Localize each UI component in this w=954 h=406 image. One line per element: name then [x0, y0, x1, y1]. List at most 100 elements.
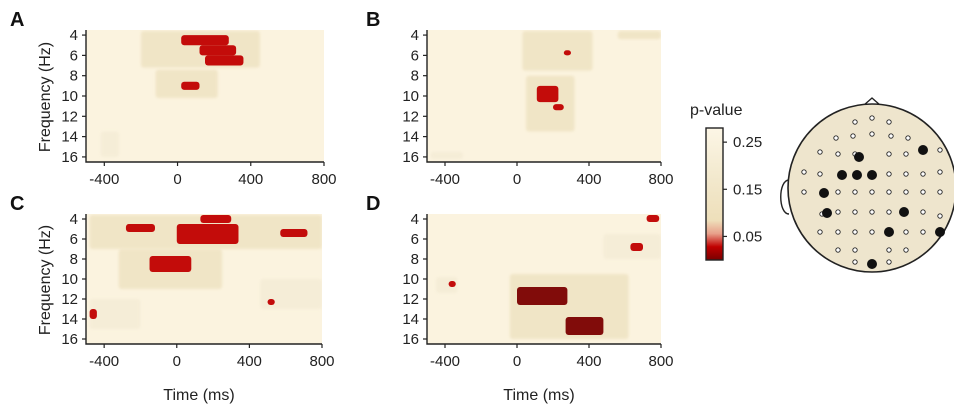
electrode-small [869, 115, 875, 121]
colorbar-tick-label: 0.25 [733, 134, 762, 151]
y-tick-label: 16 [61, 149, 78, 166]
panel-d: 4 6 8 10 12 14 16 -400 0 400 800 [402, 211, 673, 370]
electrode-small [835, 247, 841, 253]
x-tick-label: -400 [430, 171, 460, 188]
electrode-small [835, 151, 841, 157]
y-tick-label: 4 [70, 27, 78, 44]
heatmap-cell [267, 299, 275, 305]
colorbar-tick-label: 0.15 [733, 181, 762, 198]
electrode-small [852, 119, 858, 125]
y-tick-label: 16 [402, 331, 419, 348]
heatmap-cell [149, 256, 192, 272]
electrode-small [886, 151, 892, 157]
electrode-small [905, 135, 911, 141]
axis-lines [426, 30, 661, 163]
electrode-small [852, 189, 858, 195]
heatmap-cell [176, 224, 239, 244]
electrode-small [937, 169, 943, 175]
axis-lines [85, 30, 324, 163]
heatmap-cell [200, 215, 232, 223]
x-tick-label: 0 [513, 353, 521, 370]
electrode-small [869, 209, 875, 215]
electrode-small [835, 189, 841, 195]
heatmap-cell [181, 35, 229, 46]
electrode-small [903, 171, 909, 177]
y-tick-label: 8 [70, 68, 78, 85]
electrode-small [852, 259, 858, 265]
y-tick-label: 6 [70, 231, 78, 248]
electrode-significant [884, 227, 894, 237]
electrode-small [886, 171, 892, 177]
heatmap-cell [125, 224, 155, 232]
y-tick-label: 6 [411, 231, 419, 248]
heatmap-cell [517, 287, 568, 305]
y-tick-label: 10 [61, 271, 78, 288]
electrode-significant [867, 170, 877, 180]
head-map [780, 97, 954, 273]
electrode-small [869, 131, 875, 137]
heatmap-cell [280, 229, 308, 237]
electrode-small [937, 213, 943, 219]
electrode-small [920, 209, 926, 215]
heatmap-cell [565, 317, 604, 335]
heatmap-cell [199, 45, 237, 56]
x-tick-label: 800 [648, 353, 673, 370]
head-outline [787, 103, 954, 273]
panel-a: 4 6 8 10 12 14 16 -400 0 400 800 [61, 27, 336, 188]
axis-lines [85, 214, 322, 345]
y-axis-label-top: Frequency (Hz) [37, 42, 54, 152]
y-tick-label: 12 [402, 291, 419, 308]
x-tick-label: 400 [237, 353, 262, 370]
heatmap-cell [205, 55, 244, 66]
y-tick-label: 14 [402, 129, 419, 146]
electrode-small [903, 151, 909, 157]
electrode-small [852, 247, 858, 253]
y-tick-label: 8 [411, 68, 419, 85]
y-tick-label: 14 [61, 311, 78, 328]
x-tick-label: -400 [89, 171, 119, 188]
x-tick-label: 400 [576, 171, 601, 188]
electrode-small [886, 189, 892, 195]
y-tick-label: 12 [61, 108, 78, 125]
electrode-small [903, 189, 909, 195]
y-tick-label: 4 [411, 211, 419, 228]
y-tick-label: 4 [70, 211, 78, 228]
axis-lines [426, 214, 661, 345]
y-tick-label: 16 [402, 149, 419, 166]
electrode-small [833, 135, 839, 141]
electrode-small [835, 229, 841, 235]
heatmap-cell [563, 50, 571, 56]
electrode-small [937, 189, 943, 195]
x-tick-label: 400 [238, 171, 263, 188]
electrode-small [937, 147, 943, 153]
colorbar: p-value 0.25 0.15 0.05 [690, 102, 762, 261]
panel-letter-d: D [366, 193, 380, 215]
panel-letter-a: A [10, 9, 24, 31]
electrode-small [869, 189, 875, 195]
heatmap-cell [89, 309, 97, 319]
y-tick-label: 14 [61, 129, 78, 146]
x-tick-label: -400 [430, 353, 460, 370]
y-tick-label: 10 [61, 88, 78, 105]
electrode-small [835, 209, 841, 215]
electrode-significant [852, 170, 862, 180]
y-tick-label: 14 [402, 311, 419, 328]
x-tick-label: 400 [576, 353, 601, 370]
heatmap-cell [181, 81, 200, 90]
heatmap-cell [553, 104, 564, 111]
heatmap-cell [522, 31, 593, 71]
electrode-small [920, 229, 926, 235]
heatmap-cell [646, 215, 660, 222]
y-axis-label-bottom: Frequency (Hz) [37, 225, 54, 335]
electrode-small [869, 229, 875, 235]
electrode-significant [935, 227, 945, 237]
electrode-small [903, 229, 909, 235]
electrode-small [817, 149, 823, 155]
electrode-small [886, 119, 892, 125]
colorbar-tick-label: 0.05 [733, 228, 762, 245]
electrode-significant [822, 208, 832, 218]
x-tick-label: 800 [311, 171, 336, 188]
y-tick-label: 10 [402, 88, 419, 105]
x-tick-label: 0 [173, 353, 181, 370]
y-tick-label: 6 [411, 47, 419, 64]
